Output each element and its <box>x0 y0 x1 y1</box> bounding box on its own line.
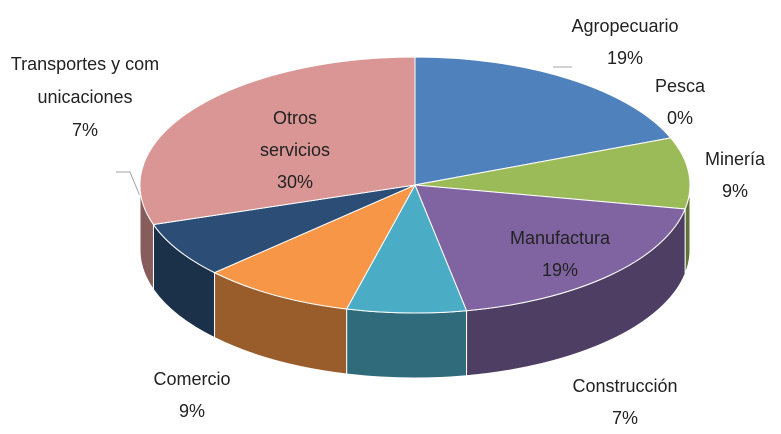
value-label: 9% <box>721 181 748 201</box>
slice-label: Agropecuario 19% <box>571 10 678 74</box>
slice-label: Pesca 0% <box>655 70 705 134</box>
slice <box>345 183 468 314</box>
slice <box>139 56 416 226</box>
slice-side <box>346 308 468 379</box>
slice-label: Comercio 9% <box>153 363 230 427</box>
category-label: Construcción <box>572 376 678 396</box>
category-label: Minería <box>704 149 766 169</box>
value-label: 19% <box>541 260 579 280</box>
slice-label: Construcción 7% <box>572 370 677 434</box>
slice-label: Manufactura 19% <box>510 222 610 286</box>
slice <box>414 56 672 186</box>
slice-label: Minería 9% <box>705 143 765 207</box>
slice <box>414 184 686 312</box>
slice-label: Otros servicios 30% <box>240 102 350 198</box>
value-label: 7% <box>611 408 639 428</box>
value-label: 0% <box>666 108 693 128</box>
category-label: Comercio <box>153 369 231 389</box>
slice <box>152 184 416 274</box>
value-label: 19% <box>606 48 644 68</box>
value-label: 9% <box>178 401 205 421</box>
category-label: Pesca <box>654 76 706 96</box>
value-label: 7% <box>71 120 98 140</box>
slice <box>213 183 417 310</box>
slice <box>414 137 691 210</box>
category-label: Otros servicios <box>259 108 330 160</box>
category-label: Agropecuario <box>571 16 679 36</box>
category-label: Manufactura <box>509 228 611 248</box>
category-label: Transportes y comunicaciones <box>10 54 160 107</box>
value-label: 30% <box>276 172 314 192</box>
slice-label: Transportes y comunicaciones 7% <box>10 48 160 146</box>
